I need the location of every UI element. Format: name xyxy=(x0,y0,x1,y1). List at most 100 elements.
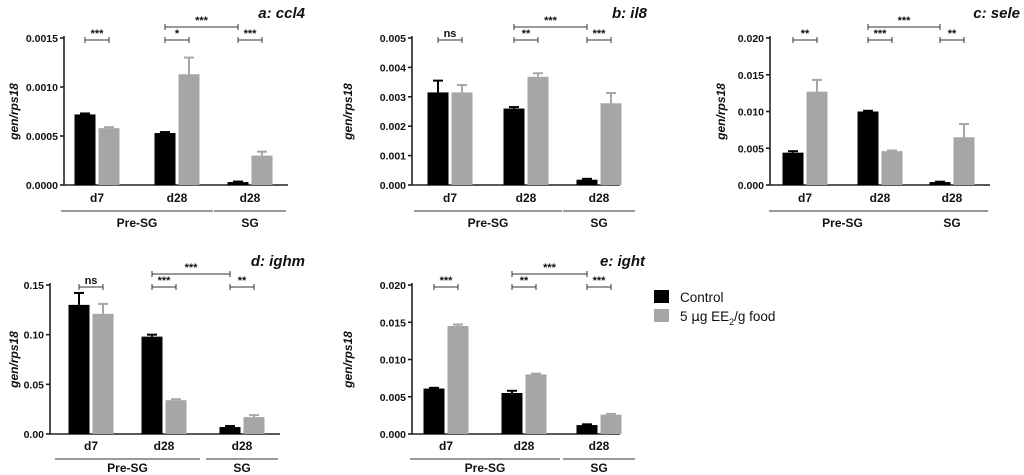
y-axis-label: gen/rps18 xyxy=(341,331,355,389)
group-label: Pre-SG xyxy=(822,216,863,230)
bar-treated-1 xyxy=(451,92,473,185)
significance-label: ** xyxy=(801,28,810,40)
x-category-label: d28 xyxy=(942,191,963,205)
significance-label: *** xyxy=(440,275,454,287)
group-label: SG xyxy=(233,461,250,475)
bar-control-3 xyxy=(576,179,598,185)
group-label: Pre-SG xyxy=(117,216,158,230)
bar-control-1 xyxy=(782,152,804,185)
y-axis-label: gen/rps18 xyxy=(7,331,21,389)
significance-label: ** xyxy=(520,275,529,287)
y-tick-label: 0.10 xyxy=(24,330,45,342)
y-tick-label: 0.004 xyxy=(380,62,406,74)
y-tick-label: 0.05 xyxy=(24,379,45,391)
y-tick-label: 0.003 xyxy=(380,92,406,104)
x-category-label: d28 xyxy=(240,191,261,205)
bar-treated-2 xyxy=(178,74,200,185)
bar-control-2 xyxy=(501,393,523,434)
bar-control-2 xyxy=(154,133,176,185)
chart-panel-1: a: ccl4 gen/rps18 0.0000 0.0005 0.0010 0.0015… xyxy=(7,5,306,230)
y-tick-label: 0.005 xyxy=(380,33,406,45)
legend-treated-suffix: /g food xyxy=(734,309,775,324)
chart-title: b: il8 xyxy=(612,5,648,22)
y-tick-label: 0.00 xyxy=(24,429,45,441)
y-tick-label: 0.015 xyxy=(738,70,764,82)
bar-treated-2 xyxy=(881,151,903,185)
x-category-label: d28 xyxy=(514,439,535,453)
bar-control-2 xyxy=(141,336,163,434)
bar-treated-2 xyxy=(525,374,547,434)
y-tick-label: 0.020 xyxy=(380,280,406,292)
chart-title: e: ight xyxy=(600,253,646,270)
x-category-label: d28 xyxy=(516,191,537,205)
bar-treated-1 xyxy=(98,128,120,185)
y-tick-label: 0.015 xyxy=(380,317,406,329)
significance-label: ** xyxy=(948,28,957,40)
y-tick-label: 0.0005 xyxy=(26,131,58,143)
bar-control-3 xyxy=(219,427,241,434)
y-tick-label: 0.005 xyxy=(738,143,764,155)
chart-title: c: sele xyxy=(973,5,1020,22)
legend: Control 5 μg EE2/g food xyxy=(654,290,775,327)
significance-label: *** xyxy=(91,28,105,40)
bar-control-1 xyxy=(74,114,96,185)
bar-control-1 xyxy=(68,304,90,434)
y-tick-label: 0.002 xyxy=(380,121,406,133)
x-category-label: d28 xyxy=(154,439,175,453)
chart-title: d: ighm xyxy=(251,253,305,270)
x-category-label: d28 xyxy=(232,439,253,453)
y-tick-label: 0.005 xyxy=(380,392,406,404)
y-tick-label: 0.000 xyxy=(738,180,764,192)
significance-label: * xyxy=(175,28,180,40)
y-tick-label: 0.010 xyxy=(380,355,406,367)
x-category-label: d7 xyxy=(798,191,812,205)
y-tick-label: 0.0015 xyxy=(26,33,58,45)
bar-treated-3 xyxy=(251,155,273,185)
bar-treated-3 xyxy=(953,137,975,185)
legend-treated-mu: μ xyxy=(691,309,700,325)
group-label: Pre-SG xyxy=(465,461,506,475)
chart-panel-3: c: sele gen/rps18 0.000 0.005 0.010 0.015 0.02… xyxy=(714,5,1020,230)
significance-label: *** xyxy=(158,275,172,287)
bar-control-3 xyxy=(929,182,951,185)
y-tick-label: 0.15 xyxy=(24,280,45,292)
significance-label: *** xyxy=(544,15,558,27)
y-tick-label: 0.001 xyxy=(380,151,406,163)
bar-control-2 xyxy=(503,108,525,185)
bar-treated-2 xyxy=(527,76,549,185)
x-category-label: d28 xyxy=(589,191,610,205)
y-axis-label: gen/rps18 xyxy=(714,83,728,141)
group-label: SG xyxy=(590,461,607,475)
chart-panels: a: ccl4gen/rps180.00000.00050.00100.0015… xyxy=(7,5,1020,475)
x-category-label: d7 xyxy=(443,191,457,205)
bar-treated-1 xyxy=(447,325,469,434)
chart-panel-4: d: ighm gen/rps18 0.00 0.05 0.10 0.15 d7 d28 d28… xyxy=(7,253,305,475)
legend-treated-sub: 2 xyxy=(729,317,734,327)
chart-title: a: ccl4 xyxy=(258,5,305,22)
y-tick-label: 0.010 xyxy=(738,107,764,119)
y-tick-label: 0.0010 xyxy=(26,82,58,94)
bar-treated-1 xyxy=(92,313,114,434)
significance-label: ** xyxy=(238,275,247,287)
significance-label: *** xyxy=(593,28,607,40)
significance-label: *** xyxy=(543,262,557,274)
significance-label: *** xyxy=(185,262,199,274)
bar-control-1 xyxy=(427,92,449,185)
x-category-label: d7 xyxy=(84,439,98,453)
y-tick-label: 0.020 xyxy=(738,33,764,45)
x-category-label: d28 xyxy=(870,191,891,205)
significance-label: ** xyxy=(522,28,531,40)
bar-control-3 xyxy=(576,425,598,434)
significance-label: *** xyxy=(244,28,258,40)
significance-label: *** xyxy=(898,15,912,27)
bar-treated-1 xyxy=(806,91,828,185)
legend-control-swatch xyxy=(654,290,669,303)
chart-panel-5: e: ight gen/rps18 0.000 0.005 0.010 0.015 0.02… xyxy=(341,253,646,475)
legend-treated-swatch xyxy=(654,309,669,322)
legend-treated-label: 5 μg EE2/g food xyxy=(680,309,775,327)
group-label: Pre-SG xyxy=(107,461,148,475)
bar-control-1 xyxy=(423,388,445,434)
significance-label: *** xyxy=(593,275,607,287)
group-label: SG xyxy=(943,216,960,230)
